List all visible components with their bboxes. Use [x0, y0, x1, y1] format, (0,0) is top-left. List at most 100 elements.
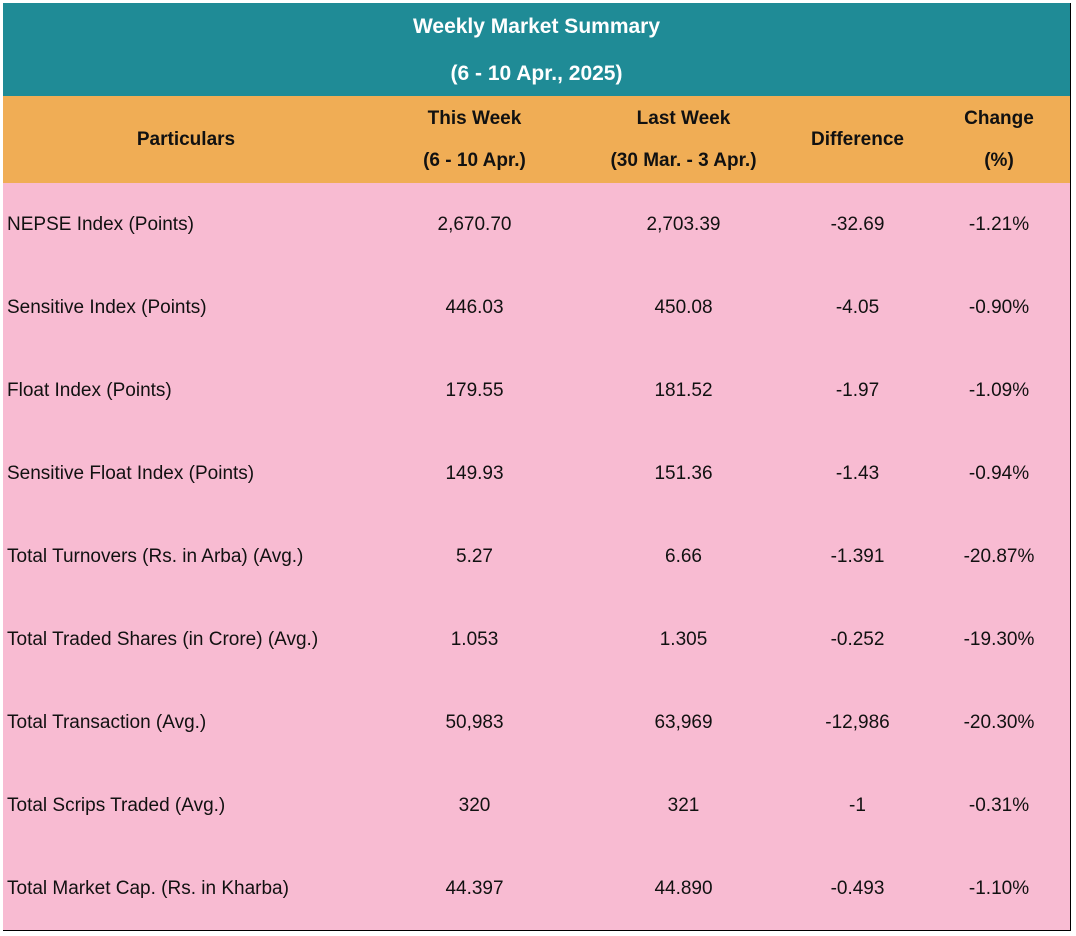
- value-cell: -0.493: [787, 847, 929, 931]
- value-cell: 446.03: [369, 266, 581, 350]
- row-label: Total Market Cap. (Rs. in Kharba): [3, 847, 370, 931]
- row-label-text: Float Index (Points): [7, 379, 172, 401]
- title-line: (6 - 10 Apr., 2025): [450, 61, 623, 85]
- row-label-text: Sensitive Float Index (Points): [7, 462, 255, 484]
- value-text: 321: [667, 794, 700, 816]
- value-text: 44.397: [445, 877, 504, 899]
- value-text: -32.69: [830, 213, 885, 235]
- value-cell: -32.69: [787, 183, 929, 267]
- header-text: This Week: [427, 107, 522, 129]
- value-text: -0.94%: [968, 462, 1030, 484]
- value-text: -0.252: [830, 628, 885, 650]
- value-text: -1: [849, 794, 866, 816]
- value-cell: -19.30%: [928, 598, 1071, 682]
- value-text: -0.90%: [968, 296, 1030, 318]
- value-cell: -20.30%: [928, 681, 1071, 765]
- value-text: 320: [458, 794, 491, 816]
- value-cell: -20.87%: [928, 515, 1071, 599]
- header-text: Difference: [811, 128, 904, 150]
- value-cell: 450.08: [580, 266, 788, 350]
- value-cell: 44.890: [580, 847, 788, 931]
- row-label: Total Scrips Traded (Avg.): [3, 764, 370, 848]
- value-cell: 2,703.39: [580, 183, 788, 267]
- value-cell: 2,670.70: [369, 183, 581, 267]
- value-text: 63,969: [654, 711, 713, 733]
- value-text: 1.053: [450, 628, 499, 650]
- value-cell: -0.252: [787, 598, 929, 682]
- value-cell: 181.52: [580, 349, 788, 433]
- value-cell: -0.94%: [928, 432, 1071, 516]
- value-cell: -1.10%: [928, 847, 1071, 931]
- value-cell: 6.66: [580, 515, 788, 599]
- title-line: Weekly Market Summary: [412, 14, 661, 38]
- value-cell: -1.43: [787, 432, 929, 516]
- header-cell: This Week (6 - 10 Apr.): [369, 96, 581, 184]
- value-cell: 179.55: [369, 349, 581, 433]
- header-text: (30 Mar. - 3 Apr.): [610, 149, 757, 171]
- header-cell: Difference: [787, 96, 929, 184]
- row-label-text: Total Scrips Traded (Avg.): [7, 794, 226, 816]
- row-label: Sensitive Float Index (Points): [3, 432, 370, 516]
- value-text: -1.391: [830, 545, 885, 567]
- value-cell: -1: [787, 764, 929, 848]
- row-label: Total Transaction (Avg.): [3, 681, 370, 765]
- value-cell: 320: [369, 764, 581, 848]
- header-text: Particulars: [136, 128, 236, 150]
- value-text: -1.21%: [968, 213, 1030, 235]
- value-text: 6.66: [665, 545, 702, 567]
- value-text: 446.03: [445, 296, 504, 318]
- value-text: -20.30%: [963, 711, 1035, 733]
- value-text: -0.493: [830, 877, 885, 899]
- value-cell: -4.05: [787, 266, 929, 350]
- value-cell: 44.397: [369, 847, 581, 931]
- value-cell: -0.90%: [928, 266, 1071, 350]
- header-text: (%): [984, 149, 1014, 171]
- value-text: 2,703.39: [646, 213, 721, 235]
- row-label: Float Index (Points): [3, 349, 370, 433]
- row-label: NEPSE Index (Points): [3, 183, 370, 267]
- value-text: -1.10%: [968, 877, 1030, 899]
- value-cell: -1.09%: [928, 349, 1071, 433]
- title-cell: Weekly Market Summary (6 - 10 Apr., 2025): [3, 3, 1071, 97]
- row-label-text: Sensitive Index (Points): [7, 296, 207, 318]
- row-label-text: NEPSE Index (Points): [7, 213, 194, 235]
- value-text: -12,986: [825, 711, 890, 733]
- value-cell: -1.21%: [928, 183, 1071, 267]
- row-label-text: Total Market Cap. (Rs. in Kharba): [7, 877, 289, 899]
- value-text: -19.30%: [963, 628, 1035, 650]
- value-cell: 151.36: [580, 432, 788, 516]
- value-text: -1.09%: [968, 379, 1030, 401]
- value-text: 50,983: [445, 711, 504, 733]
- value-cell: 5.27: [369, 515, 581, 599]
- row-label: Total Turnovers (Rs. in Arba) (Avg.): [3, 515, 370, 599]
- value-text: 44.890: [654, 877, 713, 899]
- row-label-text: Total Turnovers (Rs. in Arba) (Avg.): [7, 545, 304, 567]
- header-text: Last Week: [636, 107, 731, 129]
- value-text: -1.97: [835, 379, 880, 401]
- row-label-text: Total Transaction (Avg.): [7, 711, 207, 733]
- value-cell: -1.391: [787, 515, 929, 599]
- header-cell: Particulars: [3, 96, 370, 184]
- value-text: 450.08: [654, 296, 713, 318]
- value-text: 181.52: [654, 379, 713, 401]
- value-cell: 63,969: [580, 681, 788, 765]
- value-cell: -1.97: [787, 349, 929, 433]
- value-text: 2,670.70: [437, 213, 512, 235]
- value-cell: 50,983: [369, 681, 581, 765]
- value-cell: -0.31%: [928, 764, 1071, 848]
- value-cell: 321: [580, 764, 788, 848]
- row-label: Sensitive Index (Points): [3, 266, 370, 350]
- value-cell: 1.053: [369, 598, 581, 682]
- value-text: 151.36: [654, 462, 713, 484]
- value-text: 5.27: [456, 545, 493, 567]
- header-cell: Change (%): [928, 96, 1071, 184]
- row-label-text: Total Traded Shares (in Crore) (Avg.): [7, 628, 319, 650]
- row-label: Total Traded Shares (in Crore) (Avg.): [3, 598, 370, 682]
- header-cell: Last Week (30 Mar. - 3 Apr.): [580, 96, 788, 184]
- header-text: Change: [964, 107, 1034, 129]
- value-cell: -12,986: [787, 681, 929, 765]
- summary-table: Weekly Market Summary (6 - 10 Apr., 2025)…: [3, 3, 1071, 931]
- value-text: -0.31%: [968, 794, 1030, 816]
- value-cell: 149.93: [369, 432, 581, 516]
- value-text: 179.55: [445, 379, 504, 401]
